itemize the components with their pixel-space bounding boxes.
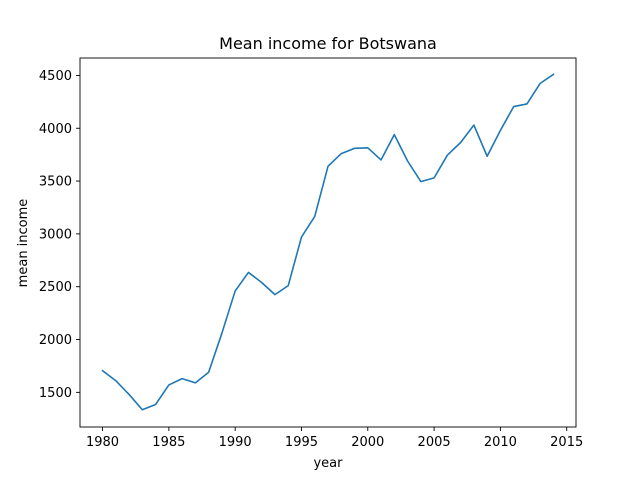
x-tick-label-1980: 1980	[86, 435, 119, 450]
y-tick-label-1500: 1500	[39, 386, 72, 401]
x-tick-label-1990: 1990	[219, 435, 252, 450]
axes-frame	[79, 57, 577, 428]
y-tick-label-4500: 4500	[39, 69, 72, 84]
y-tick-label-2500: 2500	[39, 280, 72, 295]
y-tick-label-4000: 4000	[39, 122, 72, 137]
y-axis-label: mean income	[16, 199, 31, 288]
x-axis-label: year	[313, 456, 343, 471]
x-tick-label-2015: 2015	[550, 435, 583, 450]
x-tick-label-2005: 2005	[418, 435, 451, 450]
chart-title: Mean income for Botswana	[219, 34, 437, 53]
y-tick-label-2000: 2000	[39, 333, 72, 348]
y-tick-label-3500: 3500	[39, 175, 72, 190]
x-tick-label-2010: 2010	[484, 435, 517, 450]
y-tick-label-3000: 3000	[39, 227, 72, 242]
plot-area: 1980 1985 1990 1995 2000 2005 2010 2015 1500 2000…	[39, 57, 583, 450]
x-tick-label-2000: 2000	[351, 435, 384, 450]
x-tick-label-1985: 1985	[152, 435, 185, 450]
series-line-0	[101, 73, 555, 411]
x-tick-label-1995: 1995	[285, 435, 318, 450]
